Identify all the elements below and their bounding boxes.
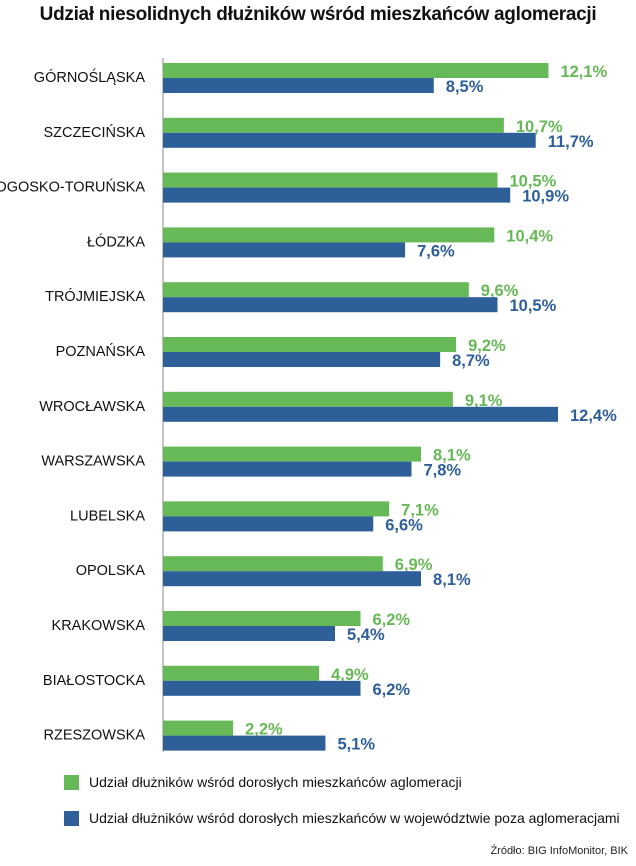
category-label: OPOLSKA xyxy=(76,563,146,579)
value-label-blue: 8,5% xyxy=(446,78,484,96)
bar-green xyxy=(163,282,469,298)
bar-green xyxy=(163,117,504,133)
bar-blue xyxy=(163,626,336,641)
bar-green xyxy=(163,227,495,243)
value-label-blue: 6,6% xyxy=(385,516,423,534)
bar-blue xyxy=(163,242,406,258)
legend-item-green: Udział dłużników wśród dorosłych mieszka… xyxy=(64,774,462,790)
category-label: SZCZECIŃSKA xyxy=(43,124,145,141)
value-label-blue: 8,1% xyxy=(433,571,471,589)
bar-green xyxy=(163,391,453,407)
category-label: BIAŁOSTOCKA xyxy=(43,673,145,689)
value-label-blue: 8,7% xyxy=(452,352,490,370)
value-label-green: 6,9% xyxy=(395,556,433,574)
category-label: ŁÓDZKA xyxy=(87,233,145,250)
value-label-blue: 11,7% xyxy=(548,133,594,151)
value-label-green: 6,2% xyxy=(373,611,411,629)
category-label: BYDGOSKO-TORUŃSKA xyxy=(0,179,145,196)
bar-green xyxy=(163,720,234,736)
bar-green xyxy=(163,665,320,681)
legend-label-green: Udział dłużników wśród dorosłych mieszka… xyxy=(89,774,462,790)
value-label-green: 12,1% xyxy=(560,63,607,81)
legend-item-blue: Udział dłużników wśród dorosłych mieszka… xyxy=(64,810,620,826)
value-label-blue: 6,2% xyxy=(373,681,411,699)
value-label-green: 4,9% xyxy=(331,666,369,684)
category-label: RZESZOWSKA xyxy=(43,728,145,744)
bar-green xyxy=(163,172,498,188)
category-label: LUBELSKA xyxy=(70,508,145,524)
value-label-blue: 10,5% xyxy=(509,297,556,315)
value-label-green: 9,2% xyxy=(468,337,506,355)
value-label-blue: 7,6% xyxy=(417,242,455,260)
value-label-green: 10,4% xyxy=(506,227,553,245)
bar-blue xyxy=(163,735,326,751)
value-label-green: 2,2% xyxy=(245,721,283,739)
category-label: WROCŁAWSKA xyxy=(39,399,145,415)
value-label-blue: 12,4% xyxy=(570,407,617,425)
legend-swatch-blue xyxy=(64,810,79,826)
value-label-blue: 7,8% xyxy=(423,462,461,480)
value-label-green: 8,1% xyxy=(433,447,471,465)
chart-title: Udział niesolidnych dłużników wśród mies… xyxy=(39,4,597,25)
source-note: Źródło: BIG InfoMonitor, BIK xyxy=(490,845,628,857)
bar-blue xyxy=(163,187,511,203)
legend-swatch-green xyxy=(64,774,79,790)
value-label-blue: 10,9% xyxy=(522,188,569,206)
value-label-blue: 5,1% xyxy=(337,736,375,754)
category-label: GÓRNOŚLĄSKA xyxy=(34,68,146,86)
bar-blue xyxy=(163,352,441,367)
value-label-green: 10,7% xyxy=(516,118,563,136)
value-label-green: 9,1% xyxy=(465,392,503,410)
bar-blue xyxy=(163,297,498,313)
category-label: POZNAŃSKA xyxy=(56,343,146,360)
bar-green xyxy=(163,63,549,78)
bar-green xyxy=(163,611,361,626)
bar-blue xyxy=(163,461,412,477)
bar-green xyxy=(163,556,383,572)
value-label-green: 10,5% xyxy=(509,173,556,191)
value-label-blue: 5,4% xyxy=(347,626,385,644)
bar-blue xyxy=(163,571,422,587)
legend-label-blue: Udział dłużników wśród dorosłych mieszka… xyxy=(89,810,620,826)
category-label: KRAKOWSKA xyxy=(52,618,146,634)
value-label-green: 9,6% xyxy=(481,282,519,300)
bar-blue xyxy=(163,78,434,93)
bar-green xyxy=(163,446,422,462)
bar-blue xyxy=(163,406,558,422)
category-label: TRÓJMIEJSKA xyxy=(45,288,145,305)
bar-green xyxy=(163,501,390,517)
bar-blue xyxy=(163,132,536,148)
category-label: WARSZAWSKA xyxy=(41,454,145,470)
value-label-green: 7,1% xyxy=(401,501,439,519)
bar-blue xyxy=(163,516,374,532)
bar-blue xyxy=(163,680,361,696)
bar-green xyxy=(163,337,457,352)
